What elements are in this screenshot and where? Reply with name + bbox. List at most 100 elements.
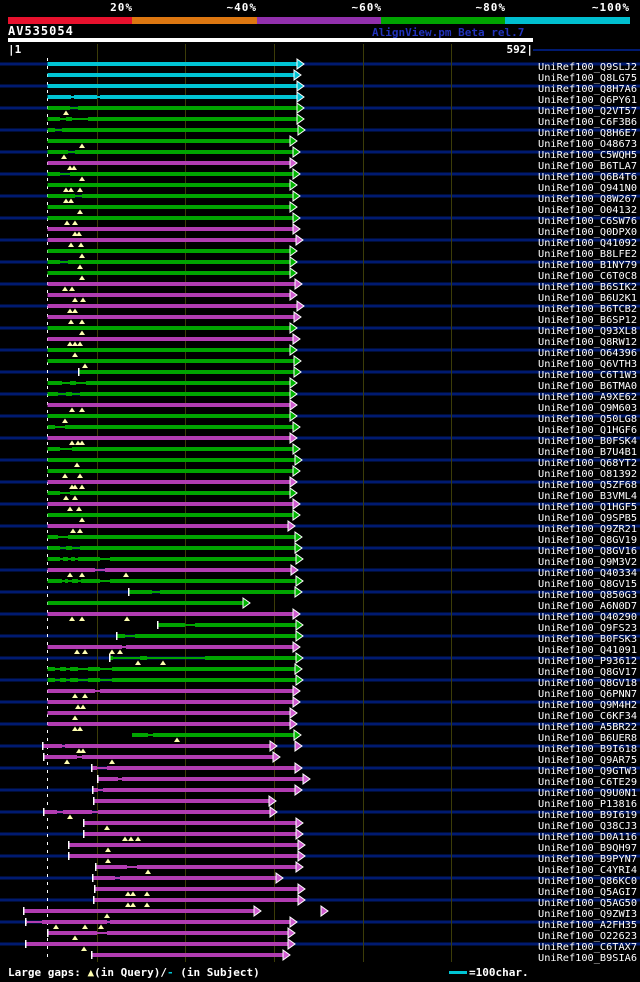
alignment-row[interactable]: UniRef100_C6F3B6: [47, 113, 638, 128]
alignment-row[interactable]: UniRef100_Q6B4T6: [47, 168, 638, 183]
hit-label[interactable]: UniRef100_Q6VTH3: [538, 359, 637, 370]
hit-label[interactable]: UniRef100_C5WQH5: [538, 150, 637, 161]
hit-label[interactable]: UniRef100_Q9GTW3: [538, 766, 637, 777]
hit-label[interactable]: UniRef100_Q8H6E7: [538, 128, 637, 139]
alignment-row[interactable]: UniRef100_Q1HGF6: [47, 421, 638, 436]
hit-label[interactable]: UniRef100_C6SW76: [538, 216, 637, 227]
alignment-row[interactable]: UniRef100_Q41091: [47, 641, 638, 656]
alignment-row[interactable]: UniRef100_Q93XL8: [47, 322, 638, 337]
hit-label[interactable]: UniRef100_Q9SLJ2: [538, 62, 637, 73]
alignment-row[interactable]: UniRef100_O48673: [47, 135, 638, 150]
alignment-row[interactable]: UniRef100_Q0DPX0: [47, 223, 638, 238]
hit-label[interactable]: UniRef100_Q41091: [538, 645, 637, 656]
hit-label[interactable]: UniRef100_O22623: [538, 931, 637, 942]
hit-label[interactable]: UniRef100_Q41092: [538, 238, 637, 249]
hit-label[interactable]: UniRef100_Q40334: [538, 568, 637, 579]
alignment-row[interactable]: UniRef100_Q8GV16: [47, 542, 638, 557]
hit-label[interactable]: UniRef100_B8LFE2: [538, 249, 637, 260]
alignment-row[interactable]: UniRef100_Q6VTH3: [47, 355, 638, 370]
hit-label[interactable]: UniRef100_Q8H7A6: [538, 84, 637, 95]
alignment-row[interactable]: UniRef100_Q8H6E7: [47, 124, 638, 139]
hit-label[interactable]: UniRef100_P93612: [538, 656, 637, 667]
alignment-row[interactable]: UniRef100_O81392: [47, 465, 638, 480]
hit-label[interactable]: UniRef100_Q6B4T6: [538, 172, 637, 183]
alignment-row[interactable]: UniRef100_Q1HGF5: [47, 498, 638, 513]
alignment-row[interactable]: UniRef100_Q8GV19: [47, 531, 638, 546]
hit-label[interactable]: UniRef100_B0FSK4: [538, 436, 637, 447]
alignment-row[interactable]: UniRef100_B9SIA6: [91, 949, 637, 964]
alignment-row[interactable]: UniRef100_Q9FS23: [157, 619, 637, 634]
hit-label[interactable]: UniRef100_Q9M3V2: [538, 557, 637, 568]
alignment-row[interactable]: UniRef100_C6T0C8: [47, 267, 638, 282]
hit-label[interactable]: UniRef100_O81392: [538, 469, 637, 480]
hit-label[interactable]: UniRef100_Q38CJ3: [538, 821, 637, 832]
hit-label[interactable]: UniRef100_A2FH35: [538, 920, 637, 931]
hit-label[interactable]: UniRef100_Q6PNN7: [538, 689, 637, 700]
alignment-row[interactable]: UniRef100_Q9M4H2: [47, 696, 638, 711]
hit-label[interactable]: UniRef100_Q2VT57: [538, 106, 637, 117]
alignment-row[interactable]: UniRef100_Q8GV18: [47, 674, 638, 689]
hit-label[interactable]: UniRef100_B9SIA6: [538, 953, 637, 964]
alignment-row[interactable]: UniRef100_B6U2K1: [47, 289, 638, 304]
alignment-row[interactable]: UniRef100_Q9ZR21: [47, 520, 638, 535]
alignment-row[interactable]: UniRef100_B6SP12: [47, 311, 638, 326]
hit-label[interactable]: UniRef100_B7U4B1: [538, 447, 637, 458]
alignment-row[interactable]: UniRef100_Q8LG75: [47, 69, 638, 84]
alignment-row[interactable]: UniRef100_Q86KC0: [92, 872, 637, 887]
hit-label[interactable]: UniRef100_A6N0D7: [538, 601, 637, 612]
alignment-row[interactable]: UniRef100_B9I618: [42, 740, 637, 755]
hit-label[interactable]: UniRef100_Q8GV16: [538, 546, 637, 557]
hit-label[interactable]: UniRef100_Q9U0N1: [538, 788, 637, 799]
hit-label[interactable]: UniRef100_B9QH97: [538, 843, 637, 854]
alignment-row[interactable]: UniRef100_Q41092: [47, 234, 638, 249]
hit-label[interactable]: UniRef100_Q5ZF68: [538, 480, 637, 491]
hit-label[interactable]: UniRef100_B9PYN7: [538, 854, 637, 865]
hit-label[interactable]: UniRef100_C6T1W3: [538, 370, 637, 381]
hit-label[interactable]: UniRef100_C6F3B6: [538, 117, 637, 128]
alignment-row[interactable]: UniRef100_P13816: [93, 795, 637, 810]
alignment-row[interactable]: UniRef100_A9XE62: [47, 388, 638, 403]
alignment-row[interactable]: UniRef100_Q50LG8: [47, 410, 638, 425]
alignment-row[interactable]: UniRef100_Q8RW12: [47, 333, 638, 348]
alignment-row[interactable]: UniRef100_Q9M3V2: [47, 553, 638, 568]
hit-label[interactable]: UniRef100_C6KF34: [538, 711, 637, 722]
alignment-row[interactable]: UniRef100_Q8GV17: [47, 663, 638, 678]
hit-label[interactable]: UniRef100_Q850G3: [538, 590, 637, 601]
hit-label[interactable]: UniRef100_Q9M603: [538, 403, 637, 414]
alignment-row[interactable]: UniRef100_O04132: [47, 201, 638, 216]
hit-label[interactable]: UniRef100_C4YRI4: [538, 865, 637, 876]
alignment-row[interactable]: UniRef100_O64396: [47, 344, 638, 359]
hit-label[interactable]: UniRef100_O64396: [538, 348, 637, 359]
alignment-row[interactable]: UniRef100_C5WQH5: [47, 146, 638, 161]
hit-label[interactable]: UniRef100_Q9AR75: [538, 755, 637, 766]
hit-label[interactable]: UniRef100_O48673: [538, 139, 637, 150]
alignment-row[interactable]: UniRef100_A5BR22: [47, 718, 638, 733]
alignment-row[interactable]: UniRef100_Q9GTW3: [91, 762, 637, 777]
alignment-row[interactable]: UniRef100_Q9U0N1: [92, 784, 637, 799]
hit-label[interactable]: UniRef100_O04132: [538, 205, 637, 216]
alignment-row[interactable]: UniRef100_Q68YT2: [47, 454, 638, 469]
hit-label[interactable]: UniRef100_C6TE29: [538, 777, 637, 788]
hit-label[interactable]: UniRef100_Q8GV15: [538, 579, 637, 590]
alignment-row[interactable]: UniRef100_A6N0D7: [47, 597, 638, 612]
hit-label[interactable]: UniRef100_Q9ZWI3: [538, 909, 637, 920]
hit-label[interactable]: UniRef100_B3VML4: [538, 491, 637, 502]
hit-label[interactable]: UniRef100_B9I619: [538, 810, 637, 821]
alignment-row[interactable]: UniRef100_Q8W267: [47, 190, 638, 205]
hit-label[interactable]: UniRef100_Q8GV19: [538, 535, 637, 546]
alignment-row[interactable]: UniRef100_C6T1W3: [78, 366, 637, 381]
alignment-row[interactable]: UniRef100_Q5ZF68: [47, 476, 638, 491]
hit-label[interactable]: UniRef100_Q6PY61: [538, 95, 637, 106]
alignment-row[interactable]: UniRef100_B3VML4: [47, 487, 638, 502]
alignment-row[interactable]: UniRef100_Q9AR75: [43, 751, 637, 766]
hit-label[interactable]: UniRef100_B6SP12: [538, 315, 637, 326]
hit-label[interactable]: UniRef100_B6TCB2: [538, 304, 637, 315]
hit-label[interactable]: UniRef100_Q9SPB5: [538, 513, 637, 524]
alignment-row[interactable]: UniRef100_B6TLA7: [47, 157, 638, 172]
alignment-row[interactable]: UniRef100_C6SW76: [47, 212, 638, 227]
alignment-row[interactable]: UniRef100_A2FH35: [25, 916, 637, 931]
hit-label[interactable]: UniRef100_A9XE62: [538, 392, 637, 403]
hit-label[interactable]: UniRef100_Q86KC0: [538, 876, 637, 887]
hit-label[interactable]: UniRef100_Q8GV18: [538, 678, 637, 689]
hit-label[interactable]: UniRef100_Q93XL8: [538, 326, 637, 337]
